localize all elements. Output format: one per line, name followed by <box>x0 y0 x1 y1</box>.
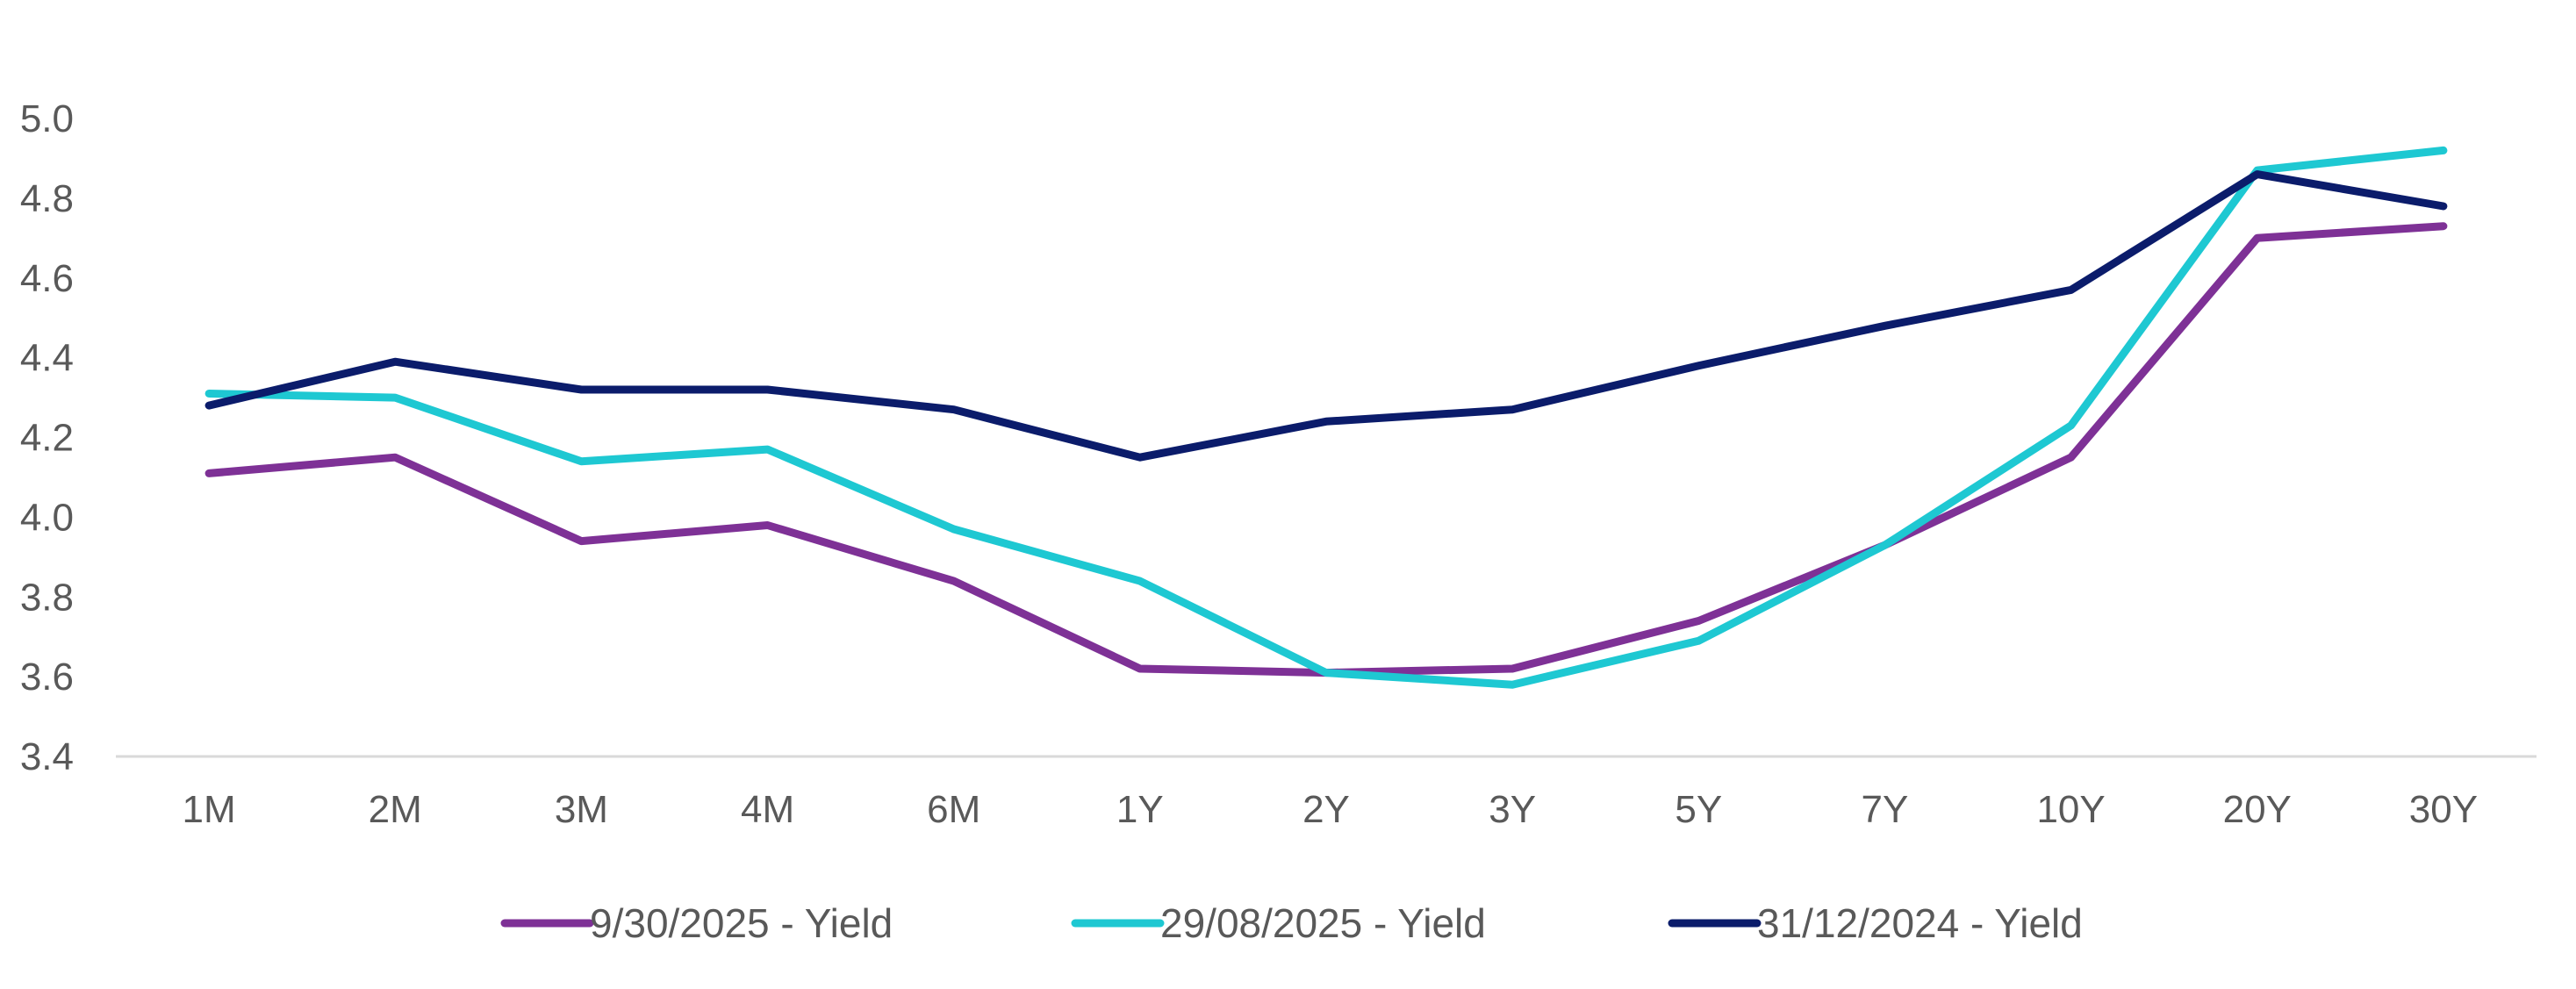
y-tick-label: 4.4 <box>20 337 74 380</box>
x-tick-label: 1Y <box>1116 788 1164 831</box>
y-axis-ticks: 3.4 3.6 3.8 4.0 4.2 4.4 4.6 4.8 5.0 <box>20 97 74 778</box>
x-tick-label: 4M <box>741 788 794 831</box>
y-tick-label: 4.8 <box>20 177 74 220</box>
x-tick-label: 5Y <box>1675 788 1722 831</box>
x-tick-label: 6M <box>927 788 980 831</box>
y-tick-label: 3.8 <box>20 576 74 619</box>
y-tick-label: 4.2 <box>20 417 74 460</box>
legend-label: 29/08/2025 - Yield <box>1160 900 1486 946</box>
legend-label: 31/12/2024 - Yield <box>1757 900 2083 946</box>
y-tick-label: 4.0 <box>20 496 74 539</box>
legend: 9/30/2025 - Yield 29/08/2025 - Yield 31/12… <box>500 900 2083 946</box>
legend-label: 9/30/2025 - Yield <box>590 900 893 946</box>
series-line-3 <box>205 170 2448 462</box>
x-tick-label: 2M <box>369 788 422 831</box>
y-tick-label: 4.6 <box>20 257 74 300</box>
series-line-2 <box>205 146 2448 689</box>
series-lines <box>205 146 2448 689</box>
x-tick-label: 3M <box>555 788 608 831</box>
y-tick-label: 3.6 <box>20 656 74 699</box>
x-tick-label: 30Y <box>2409 788 2478 831</box>
y-tick-label: 3.4 <box>20 735 74 778</box>
x-tick-label: 7Y <box>1862 788 1909 831</box>
x-tick-label: 10Y <box>2036 788 2105 831</box>
x-axis-ticks: 1M 2M 3M 4M 6M 1Y 2Y 3Y 5Y 7Y 10Y 20Y 30Y <box>183 788 2479 831</box>
x-tick-label: 3Y <box>1489 788 1536 831</box>
x-tick-label: 20Y <box>2223 788 2292 831</box>
y-tick-label: 5.0 <box>20 97 74 140</box>
x-tick-label: 1M <box>183 788 236 831</box>
x-tick-label: 2Y <box>1302 788 1350 831</box>
